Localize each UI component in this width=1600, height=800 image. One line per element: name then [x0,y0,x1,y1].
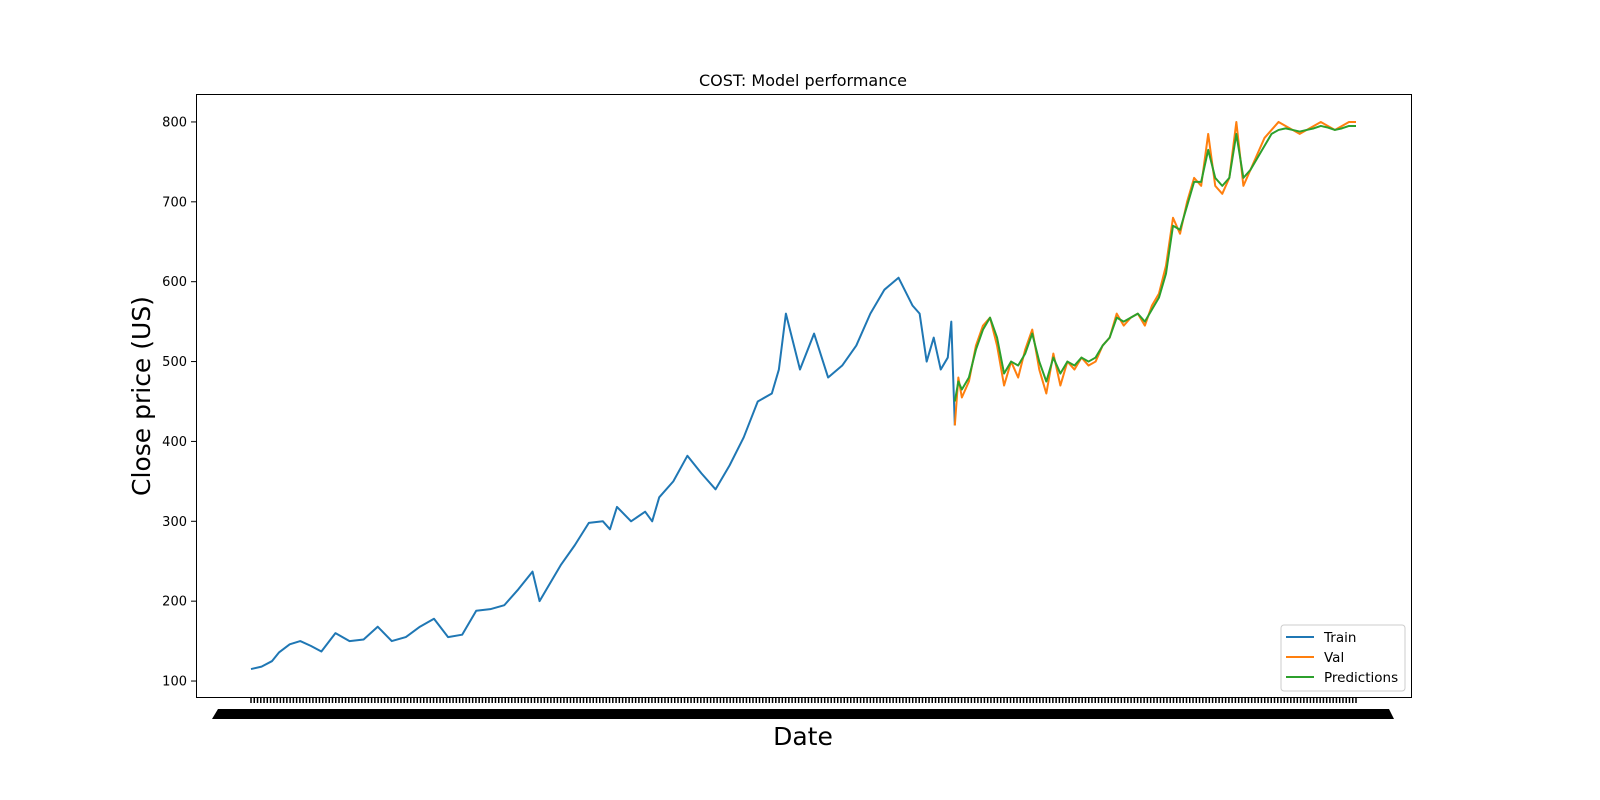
x-tick-labels-overlap [212,709,1394,719]
x-axis [212,697,1394,719]
legend: Train Val Predictions [1280,624,1406,692]
y-tick-label: 600 [162,275,187,290]
legend-label-train: Train [1323,630,1356,646]
chart-title: COST: Model performance [699,71,907,90]
y-tick-label: 500 [162,355,187,370]
y-axis-label: Close price (US) [127,296,156,496]
series-line-val [953,120,1356,426]
y-tick-label: 400 [162,435,187,450]
y-axis: 100 200 300 400 500 600 700 800 [162,115,196,690]
y-tick-label: 300 [162,515,187,530]
series-line-predictions [953,124,1356,402]
plot-area [250,120,1356,671]
y-tick-label: 100 [162,675,187,690]
legend-label-val: Val [1324,650,1344,666]
plot-frame [196,94,1412,698]
y-tick-label: 800 [162,115,187,130]
legend-label-predictions: Predictions [1324,670,1398,686]
x-axis-label: Date [773,722,833,751]
series-line-train [250,276,956,671]
y-tick-label: 200 [162,595,187,610]
y-tick-label: 700 [162,195,187,210]
legend-box [1280,624,1406,692]
